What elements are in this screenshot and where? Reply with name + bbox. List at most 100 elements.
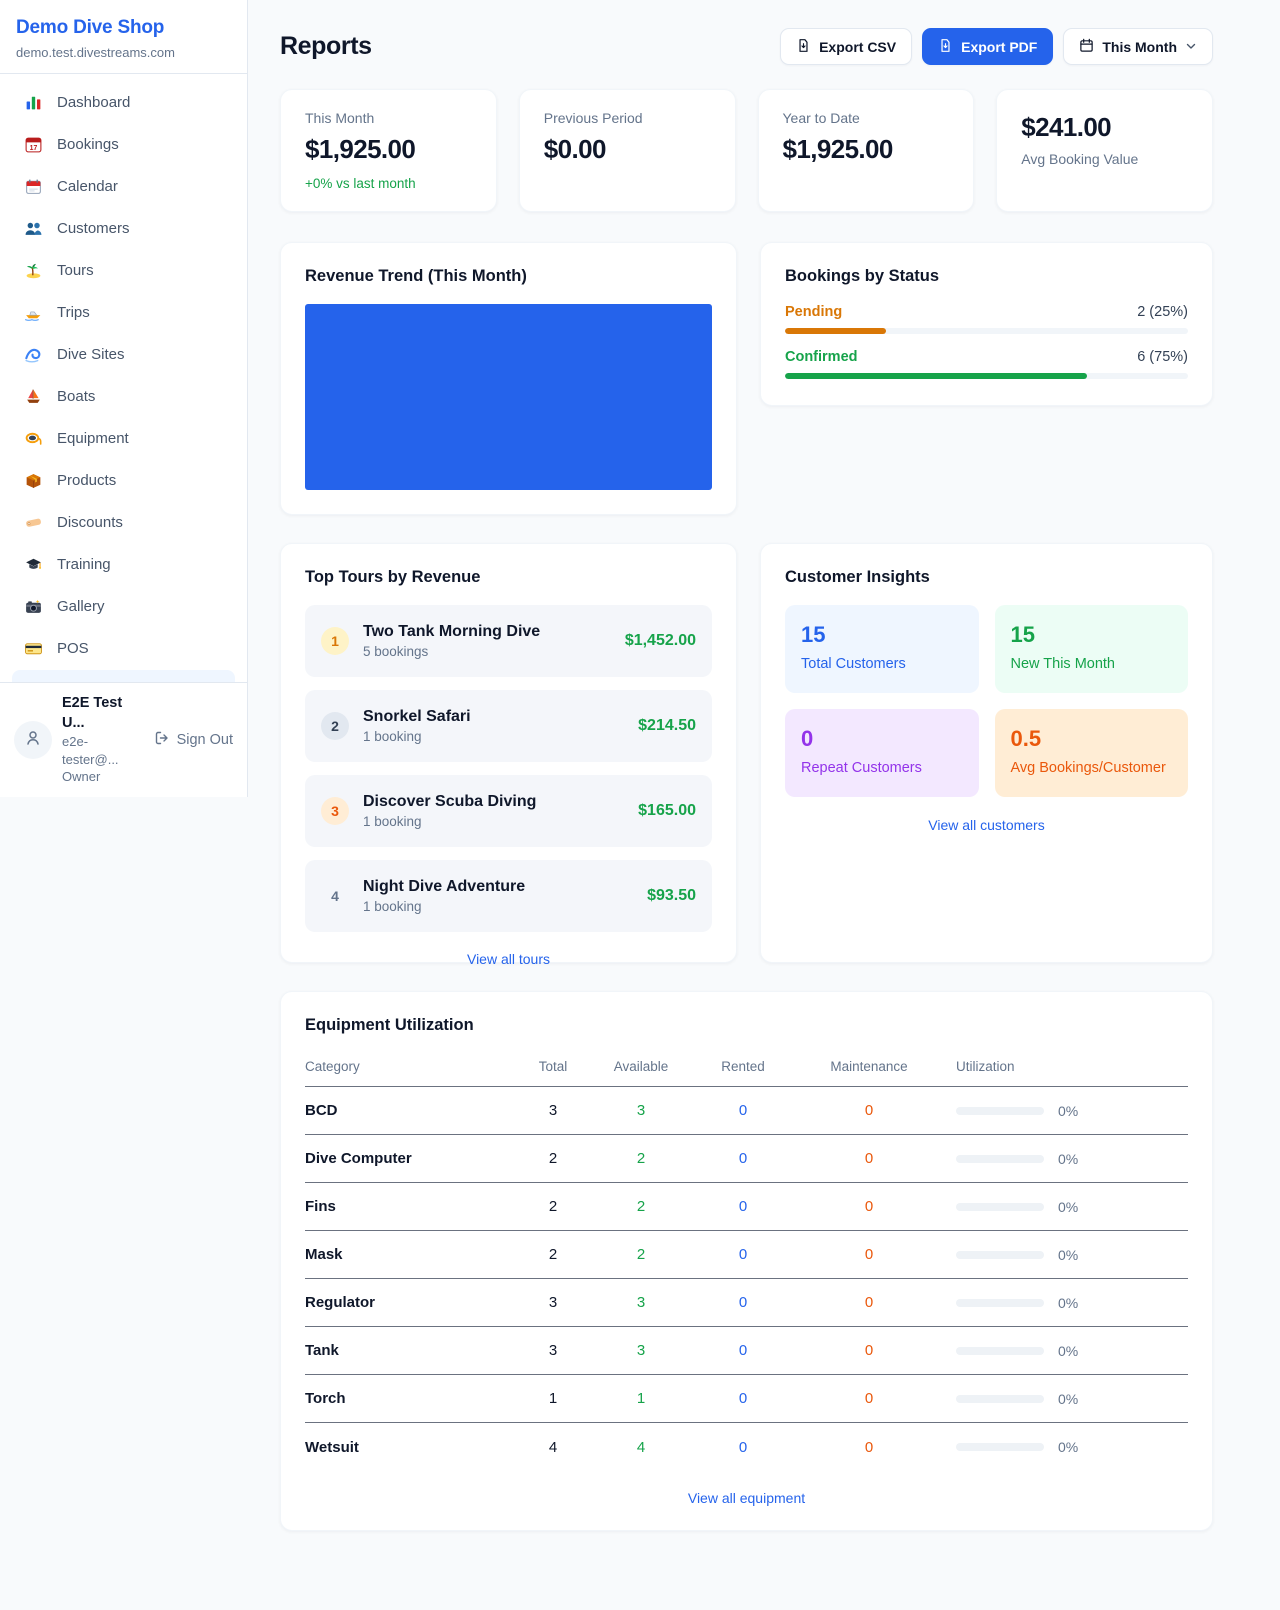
- brand-domain: demo.test.divestreams.com: [16, 45, 175, 60]
- equipment-rented: 0: [738, 1198, 748, 1215]
- sidebar-item-label: Equipment: [57, 430, 129, 447]
- sidebar-item-trips[interactable]: Trips: [12, 293, 235, 332]
- utilization-percent: 0%: [1058, 1150, 1079, 1167]
- utilization-bar: [956, 1202, 1044, 1211]
- header-actions: Export CSV Export PDF: [780, 28, 1213, 65]
- view-all-equipment-link[interactable]: View all equipment: [687, 1490, 806, 1506]
- tour-name: Two Tank Morning Dive: [363, 623, 541, 640]
- app-root: Demo Dive Shop demo.test.divestreams.com…: [0, 0, 1213, 1531]
- stat-value: $0.00: [543, 134, 607, 164]
- sidebar-item-label: Training: [57, 556, 111, 573]
- tour-bookings: 1 booking: [363, 899, 422, 914]
- utilization-bar: [956, 1154, 1044, 1163]
- sign-out-button[interactable]: Sign Out: [154, 730, 233, 750]
- equipment-total: 4: [548, 1438, 558, 1456]
- status-progress-track: [785, 328, 1188, 334]
- tour-row-snorkel-safari: 2 Snorkel Safari 1 booking $214.50: [305, 690, 712, 762]
- sidebar-item-label: Dashboard: [57, 94, 131, 111]
- export-csv-button[interactable]: Export CSV: [780, 28, 913, 65]
- insight-value: 15: [1010, 622, 1035, 647]
- avatar: [14, 721, 52, 760]
- sidebar-item-training[interactable]: Training: [12, 545, 235, 584]
- equipment-rented: 0: [738, 1390, 748, 1407]
- utilization-bar: [956, 1346, 1044, 1355]
- equipment-available: 4: [636, 1438, 646, 1456]
- utilization-percent: 0%: [1058, 1198, 1079, 1215]
- equipment-category: Wetsuit: [305, 1438, 359, 1456]
- chevron-down-icon: [1185, 39, 1197, 55]
- utilization-bar: [956, 1298, 1044, 1307]
- view-all-tours-link[interactable]: View all tours: [466, 951, 550, 967]
- equipment-rented: 0: [738, 1342, 748, 1359]
- sidebar-item-dashboard[interactable]: Dashboard: [12, 83, 235, 122]
- sidebar-item-tours[interactable]: Tours: [12, 251, 235, 290]
- sidebar-item-customers[interactable]: Customers: [12, 209, 235, 248]
- stat-card-previous-period: Previous Period $0.00: [518, 89, 736, 212]
- stat-label: This Month: [305, 110, 375, 126]
- equipment-total: 3: [548, 1294, 558, 1311]
- tour-name: Discover Scuba Diving: [363, 793, 537, 810]
- equipment-available: 3: [636, 1102, 646, 1119]
- equipment-row-torch: Torch 1 1 0 0 0%: [305, 1375, 1188, 1423]
- equipment-row-dive-computer: Dive Computer 2 2 0 0 0%: [305, 1135, 1188, 1183]
- equipment-row-tank: Tank 3 3 0 0 0%: [305, 1327, 1188, 1375]
- stat-delta: +0% vs last month: [305, 176, 416, 191]
- equipment-total: 3: [548, 1102, 558, 1119]
- column-header-rented: Rented: [721, 1059, 765, 1074]
- status-progress-fill: [785, 328, 886, 334]
- status-progress-fill: [785, 373, 1088, 379]
- export-pdf-label: Export PDF: [961, 38, 1038, 55]
- stat-card-year-to-date: Year to Date $1,925.00: [757, 89, 975, 212]
- sidebar-item-products[interactable]: Products: [12, 461, 235, 500]
- sidebar-item-discounts[interactable]: Discounts: [12, 503, 235, 542]
- stat-card-this-month: This Month $1,925.00 +0% vs last month: [280, 89, 497, 212]
- status-value: 6 (75%): [1137, 349, 1188, 365]
- equipment-icon: [24, 429, 43, 448]
- column-header-utilization: Utilization: [956, 1059, 1015, 1074]
- discounts-icon: [24, 513, 43, 532]
- sidebar-item-equipment[interactable]: Equipment: [12, 419, 235, 458]
- utilization-percent: 0%: [1058, 1246, 1079, 1263]
- equipment-total: 2: [548, 1198, 558, 1215]
- customer-insights-title: Customer Insights: [785, 568, 930, 586]
- user-section: E2E Test U... e2e-tester@... Owner Sign …: [0, 682, 247, 797]
- sidebar-item-boats[interactable]: Boats: [12, 377, 235, 416]
- bookings-icon: 17: [24, 135, 43, 154]
- tour-bookings: 1 booking: [363, 814, 422, 829]
- stat-value: $1,925.00: [305, 134, 416, 164]
- status-row-pending: Pending 2 (25%): [785, 304, 1188, 334]
- period-dropdown[interactable]: This Month: [1063, 28, 1213, 65]
- equipment-utilization-panel: Equipment Utilization Category Total Ava…: [280, 991, 1213, 1531]
- equipment-available: 1: [636, 1390, 646, 1407]
- sidebar-item-gallery[interactable]: Gallery: [12, 587, 235, 626]
- tour-revenue: $214.50: [638, 717, 696, 734]
- user-role: Owner: [62, 769, 101, 785]
- equipment-maintenance: 0: [864, 1342, 874, 1359]
- tour-revenue: $165.00: [638, 802, 696, 819]
- brand-name[interactable]: Demo Dive Shop: [16, 17, 165, 38]
- equipment-category: Dive Computer: [305, 1150, 412, 1167]
- equipment-row-wetsuit: Wetsuit 4 4 0 0 0%: [305, 1423, 1188, 1471]
- equipment-available: 2: [636, 1246, 646, 1263]
- insight-label: Repeat Customers: [801, 760, 922, 776]
- bookings-by-status-panel: Bookings by Status Pending 2 (25%) Confi…: [760, 242, 1213, 406]
- sidebar-item-pos[interactable]: POS: [12, 629, 235, 668]
- view-all-customers-link[interactable]: View all customers: [928, 817, 1045, 833]
- sidebar-item-dive-sites[interactable]: Dive Sites: [12, 335, 235, 374]
- export-csv-label: Export CSV: [819, 38, 897, 55]
- sidebar-item-calendar[interactable]: Calendar: [12, 167, 235, 206]
- sidebar-item-label: Discounts: [57, 514, 123, 531]
- sidebar-item-reports-partial[interactable]: [12, 670, 235, 683]
- calendar-icon: [24, 177, 43, 196]
- sidebar-item-label: Trips: [57, 304, 90, 321]
- equipment-total: 2: [548, 1150, 558, 1167]
- sidebar-item-label: Calendar: [57, 178, 118, 195]
- stat-label: Previous Period: [543, 110, 643, 126]
- equipment-maintenance: 0: [864, 1102, 874, 1119]
- equipment-rented: 0: [738, 1294, 748, 1311]
- rank-badge: 2: [321, 712, 349, 740]
- utilization-percent: 0%: [1058, 1342, 1079, 1359]
- sidebar-item-bookings[interactable]: 17 Bookings: [12, 125, 235, 164]
- export-pdf-button[interactable]: Export PDF: [922, 28, 1054, 65]
- page-title: Reports: [280, 32, 372, 60]
